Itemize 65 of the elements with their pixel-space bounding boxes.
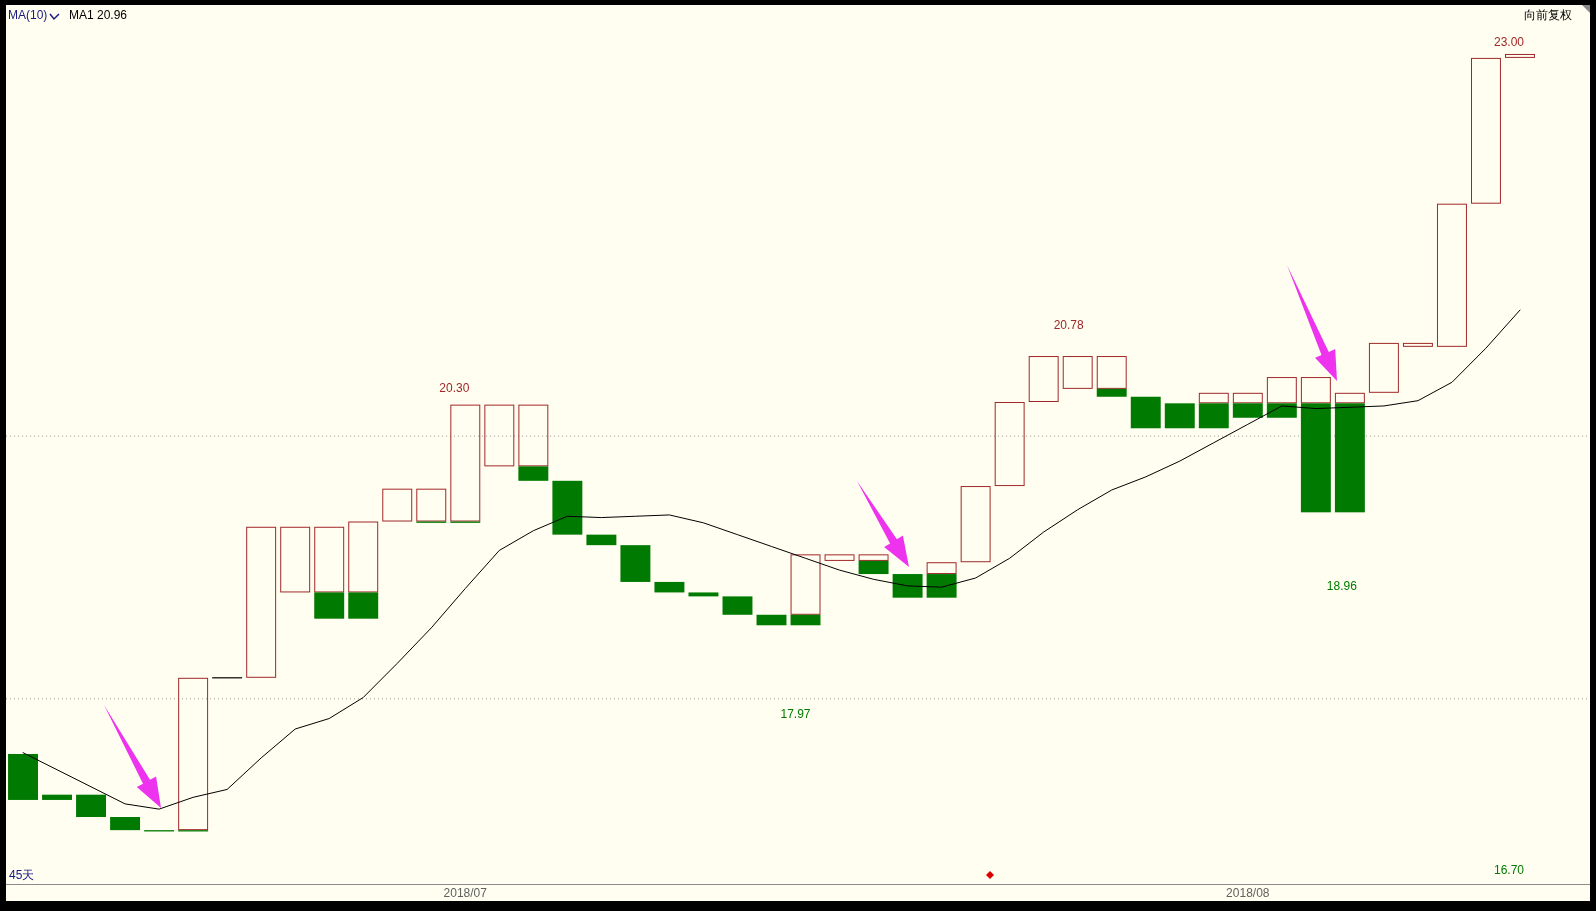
candlestick [1164,403,1195,429]
candlestick [76,794,107,818]
candlestick [8,753,38,800]
candlestick [1266,403,1297,418]
candlestick [1266,377,1297,404]
annotation: 20.78 [1053,318,1085,332]
candlestick [1062,356,1093,389]
candlestick [1096,388,1127,397]
candlestick [1368,342,1399,393]
candlestick [1198,392,1229,404]
candlestick [994,402,1025,487]
candlestick [1130,396,1161,429]
candlestick [1028,356,1059,402]
annotation: 20.30 [439,381,470,395]
candlestick [1232,403,1263,418]
candlestick [926,574,957,598]
candlestick [518,404,549,467]
candlestick [926,562,957,575]
candlestick [790,614,821,626]
candlestick [280,526,311,593]
candlestick [1436,203,1467,347]
candlestick [552,480,583,535]
text: MA1 20.96 [69,8,128,22]
candlestick [1300,377,1331,404]
candlestick [348,592,379,619]
candlestick [1198,403,1229,429]
y-tick-label: 23.00 [1493,35,1525,50]
x-tick-label: 2018/08 [1226,886,1270,900]
candlestick [1334,403,1365,513]
chart-title: MA(10) [8,8,48,22]
candlestick [960,486,991,563]
candlestick [110,817,141,831]
candlestick [42,794,72,800]
candlestick [586,534,617,546]
candlestick [1402,342,1433,347]
candlestick [688,592,719,597]
candlestick [824,554,855,561]
candlestick [314,592,345,619]
candlestick [1232,392,1263,404]
candlestick [620,545,651,582]
annotation: 18.96 [1326,579,1358,593]
candlestick [518,466,549,481]
candlestick [654,581,685,593]
candlestick [1096,356,1127,389]
annotation: 17.97 [780,707,811,721]
candlestick [484,404,515,467]
candlestick [790,554,821,615]
candlestick [246,526,277,678]
annotation: 45天 [9,868,35,882]
annotation: 向前复权 [1524,8,1572,22]
candlestick [314,526,345,593]
candlestick [756,614,787,626]
candlestick [1471,57,1501,204]
candlestick [1505,53,1535,58]
candlestick [858,554,889,561]
y-tick-label: 16.70 [1493,862,1525,877]
candlestick [382,488,413,522]
candlestick [1300,403,1331,513]
candlestick [348,521,379,593]
candlestick [892,574,923,598]
line-series [22,309,1521,810]
candlestick [1334,392,1365,404]
x-tick-label: 2018/07 [443,886,488,900]
candlestick [858,560,889,575]
candlestick [722,596,753,615]
